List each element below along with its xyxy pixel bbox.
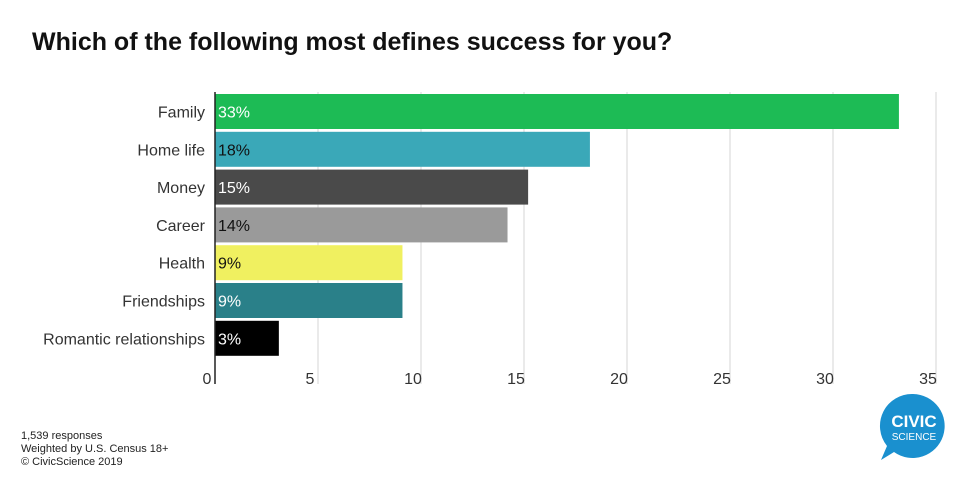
x-tick-label-10: 10: [404, 371, 422, 388]
x-tick-label-20: 20: [610, 371, 628, 388]
category-label-3: Career: [156, 218, 206, 235]
bar-5: [215, 283, 403, 318]
category-label-1: Home life: [137, 142, 205, 159]
chart-footer: 1,539 responses Weighted by U.S. Census …: [21, 430, 168, 469]
category-label-4: Health: [159, 256, 205, 273]
logo-text-civic: CIVIC: [891, 412, 936, 431]
civicscience-logo-icon: CIVIC SCIENCE: [879, 393, 945, 460]
category-label-0: Family: [158, 105, 205, 122]
x-tick-label-30: 30: [816, 371, 834, 388]
data-label-1: 18%: [218, 142, 250, 159]
x-tick-label-0: 0: [203, 371, 212, 388]
category-label-2: Money: [157, 180, 205, 197]
bar-3: [215, 207, 508, 243]
bar-2: [215, 169, 529, 205]
x-tick-label-15: 15: [507, 371, 525, 388]
data-label-0: 33%: [218, 105, 250, 122]
logo-speech-bubble: [879, 393, 945, 460]
data-label-3: 14%: [218, 218, 250, 235]
data-label-2: 15%: [218, 180, 250, 197]
logo-text-science: SCIENCE: [892, 432, 937, 443]
copyright-note: © CivicScience 2019: [21, 456, 123, 468]
chart-title: Which of the following most defines succ…: [32, 28, 673, 56]
category-label-5: Friendships: [122, 294, 205, 311]
data-label-6: 3%: [218, 331, 241, 348]
x-tick-label-25: 25: [713, 371, 731, 388]
x-tick-label-35: 35: [919, 371, 937, 388]
bar-1: [215, 131, 590, 167]
weighting-note: Weighted by U.S. Census 18+: [21, 443, 169, 455]
data-label-4: 9%: [218, 256, 241, 273]
x-tick-label-5: 5: [306, 371, 315, 388]
category-label-6: Romantic relationships: [43, 331, 205, 348]
responses-note: 1,539 responses: [21, 430, 103, 442]
bar-0: [215, 94, 899, 129]
data-label-5: 9%: [218, 294, 241, 311]
bar-6: [215, 320, 279, 356]
bar-4: [215, 245, 403, 281]
